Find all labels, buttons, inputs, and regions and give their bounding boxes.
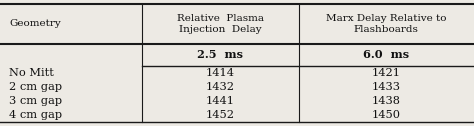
Text: 4 cm gap: 4 cm gap	[9, 110, 63, 120]
Text: 1452: 1452	[206, 110, 235, 120]
Text: No Mitt: No Mitt	[9, 68, 55, 78]
Text: 1438: 1438	[372, 96, 401, 106]
Text: 1414: 1414	[206, 68, 235, 78]
Text: 6.0  ms: 6.0 ms	[363, 49, 410, 60]
Text: Geometry: Geometry	[9, 19, 61, 28]
Text: 2.5  ms: 2.5 ms	[197, 49, 244, 60]
Text: 1432: 1432	[206, 82, 235, 92]
Text: 1421: 1421	[372, 68, 401, 78]
Text: 3 cm gap: 3 cm gap	[9, 96, 63, 106]
Text: 1433: 1433	[372, 82, 401, 92]
Text: Marx Delay Relative to
Flashboards: Marx Delay Relative to Flashboards	[326, 14, 447, 34]
Text: 2 cm gap: 2 cm gap	[9, 82, 63, 92]
Text: Relative  Plasma
Injection  Delay: Relative Plasma Injection Delay	[177, 14, 264, 34]
Text: 1441: 1441	[206, 96, 235, 106]
Text: 1450: 1450	[372, 110, 401, 120]
